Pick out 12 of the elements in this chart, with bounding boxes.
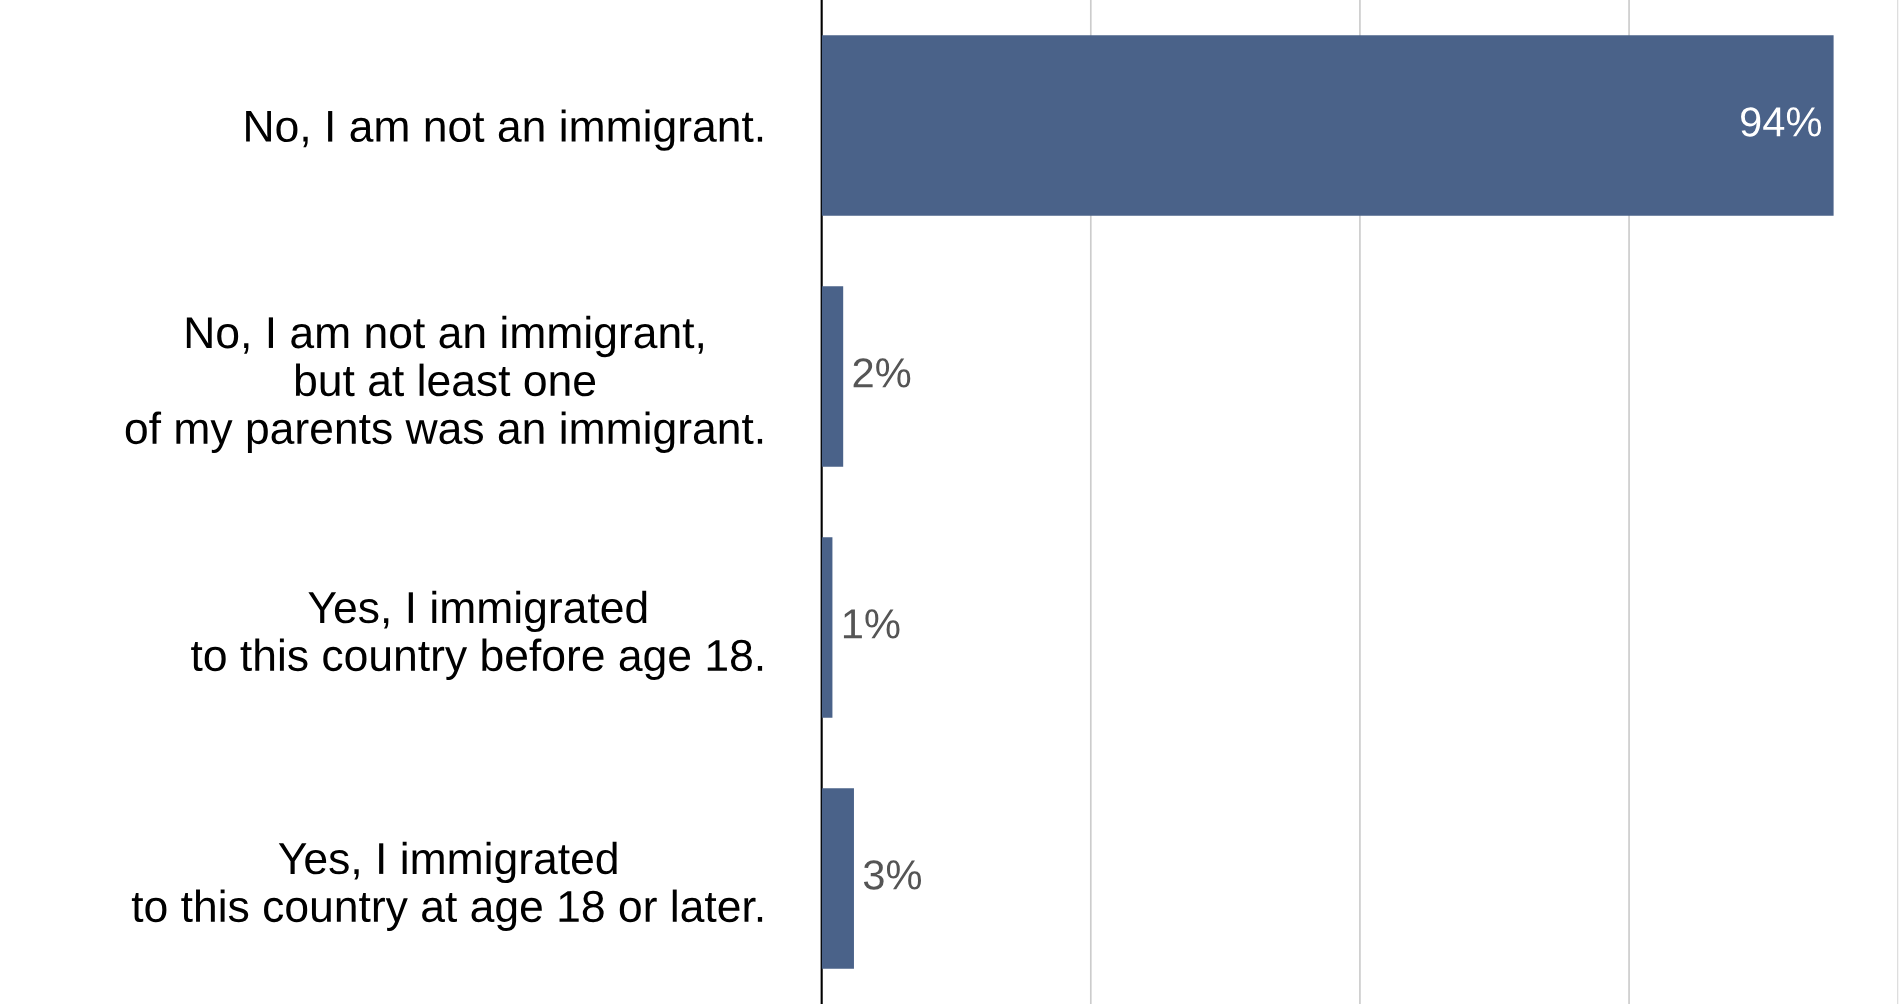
- y-tick-label: No, I am not an immigrant.: [246, 109, 763, 151]
- data-label: 1%: [843, 609, 900, 639]
- bar: [821, 788, 854, 969]
- bar: [821, 35, 1834, 216]
- y-tick-label: Yes, I immigrated to this country at age 18 or later.: [131, 841, 763, 931]
- bar: [821, 286, 844, 467]
- data-label: 94%: [1741, 107, 1822, 137]
- data-label: 2%: [853, 358, 911, 388]
- data-label: 3%: [863, 860, 922, 890]
- bar: [821, 537, 833, 718]
- y-tick-label: No, I am not an immigrant, but at least one of my parents was an immigrant.: [125, 315, 763, 453]
- y-tick-label: Yes, I immigrated to this country before age 18.: [191, 590, 763, 680]
